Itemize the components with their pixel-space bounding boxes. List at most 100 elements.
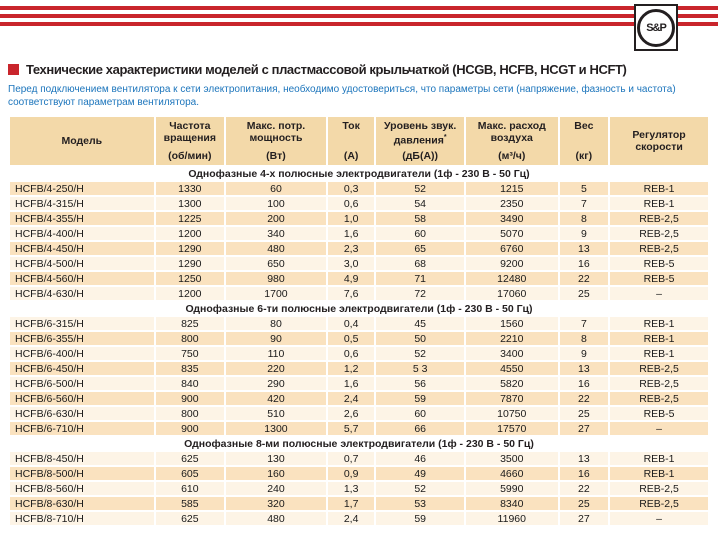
cell-model: HCFB/6-400/H [10,347,154,360]
table-cell: 13 [559,242,609,255]
table-cell: 25 [559,287,609,300]
table-cell: 0,5 [327,332,375,345]
table-cell: 200 [226,212,326,225]
table-cell: 840 [155,377,225,390]
sp-logo: S&P [634,4,678,51]
cell-model: HCFB/4-450/H [10,242,154,255]
table-cell: REB-2,5 [610,242,708,255]
table-cell: 1700 [226,287,326,300]
table-cell: 605 [155,467,225,480]
table-cell: 1290 [155,257,225,270]
table-row: HCFB/6-500/H 840 290 1,6 56 5820 16 REB-2,5 [10,377,708,390]
table-cell: 240 [226,482,326,495]
table-cell: 3,0 [327,257,375,270]
table-cell: 2,4 [327,512,375,525]
table-cell: 5 [559,182,609,195]
table-row: HCFB/6-710/H 900 1300 5,7 66 17570 27– [10,422,708,435]
cell-model: HCFB/4-250/H [10,182,154,195]
cell-model: HCFB/6-710/H [10,422,154,435]
cell-model: HCFB/6-450/H [10,362,154,375]
table-cell: 510 [226,407,326,420]
table-cell: 52 [376,347,464,360]
content-area: Технические характеристики моделей с пла… [8,62,710,527]
table-cell: 49 [376,467,464,480]
table-cell: 2210 [465,332,558,345]
table-cell: 72 [376,287,464,300]
table-cell: 625 [155,512,225,525]
table-cell: 1330 [155,182,225,195]
table-cell: 12480 [465,272,558,285]
table-cell: 80 [226,317,326,330]
table-cell: 46 [376,452,464,465]
table-cell: 9200 [465,257,558,270]
column-header: Ток (А) [327,117,375,165]
table-cell: 800 [155,407,225,420]
table-cell: 0,9 [327,467,375,480]
column-header: Модель [10,117,154,165]
table-cell: 5 3 [376,362,464,375]
table-cell: 22 [559,392,609,405]
table-row: HCFB/6-400/H 750 110 0,6 52 3400 9 REB-1 [10,347,708,360]
column-header: Вес (кг) [559,117,609,165]
table-cell: 8 [559,332,609,345]
table-cell: 585 [155,497,225,510]
table-cell: 1225 [155,212,225,225]
table-cell: REB-2,5 [610,392,708,405]
cell-model: HCFB/4-560/H [10,272,154,285]
table-cell: 7 [559,197,609,210]
page-title: Технические характеристики моделей с пла… [26,62,627,77]
table-cell: 1,6 [327,227,375,240]
table-row: HCFB/4-355/H 1225 200 1,0 58 3490 8 REB-2,5 [10,212,708,225]
table-cell: 5820 [465,377,558,390]
table-cell: 110 [226,347,326,360]
table-cell: 25 [559,497,609,510]
cell-model: HCFB/6-500/H [10,377,154,390]
table-cell: 16 [559,257,609,270]
column-header: Уровень звук. давления* (дБ(А)) [376,117,464,165]
table-cell: 3490 [465,212,558,225]
table-cell: 1200 [155,287,225,300]
cell-model: HCFB/4-355/H [10,212,154,225]
header-row: Модель Частота вращения (об/мин) Макс. потр… [10,117,708,165]
table-cell: 2,6 [327,407,375,420]
table-row: HCFB/8-500/H 605 160 0,9 49 4660 16 REB-1 [10,467,708,480]
table-cell: 6760 [465,242,558,255]
table-cell: REB-1 [610,332,708,345]
table-cell: REB-1 [610,317,708,330]
section-header-row: Однофазные 8-ми полюсные электродвигател… [10,437,708,450]
table-cell: 17570 [465,422,558,435]
cell-model: HCFB/4-630/H [10,287,154,300]
table-cell: REB-1 [610,197,708,210]
table-cell: REB-2,5 [610,497,708,510]
table-row: HCFB/8-710/H 625 480 2,4 59 11960 27– [10,512,708,525]
table-cell: 7870 [465,392,558,405]
table-cell: 480 [226,242,326,255]
table-cell: 3500 [465,452,558,465]
sp-logo-circle: S&P [637,8,675,47]
table-cell: 60 [226,182,326,195]
table-cell: 800 [155,332,225,345]
table-cell: REB-1 [610,467,708,480]
table-cell: 3400 [465,347,558,360]
cell-model: HCFB/4-400/H [10,227,154,240]
table-cell: 480 [226,512,326,525]
table-cell: 1,0 [327,212,375,225]
table-cell: 320 [226,497,326,510]
table-cell: 900 [155,422,225,435]
table-cell: 52 [376,482,464,495]
table-cell: 1200 [155,227,225,240]
section-header-row: Однофазные 4-х полюсные электродвигатели… [10,167,708,180]
column-header: Регулятор скорости [610,117,708,165]
table-cell: 0,3 [327,182,375,195]
cell-model: HCFB/8-560/H [10,482,154,495]
section-heading: Технические характеристики моделей с пла… [8,62,710,77]
table-cell: 27 [559,422,609,435]
table-cell: REB-2,5 [610,212,708,225]
column-header: Частота вращения (об/мин) [155,117,225,165]
table-cell: 52 [376,182,464,195]
table-cell: 9 [559,347,609,360]
table-row: HCFB/8-450/H 625 130 0,7 46 3500 13 REB-1 [10,452,708,465]
table-cell: 0,6 [327,197,375,210]
table-cell: 4,9 [327,272,375,285]
